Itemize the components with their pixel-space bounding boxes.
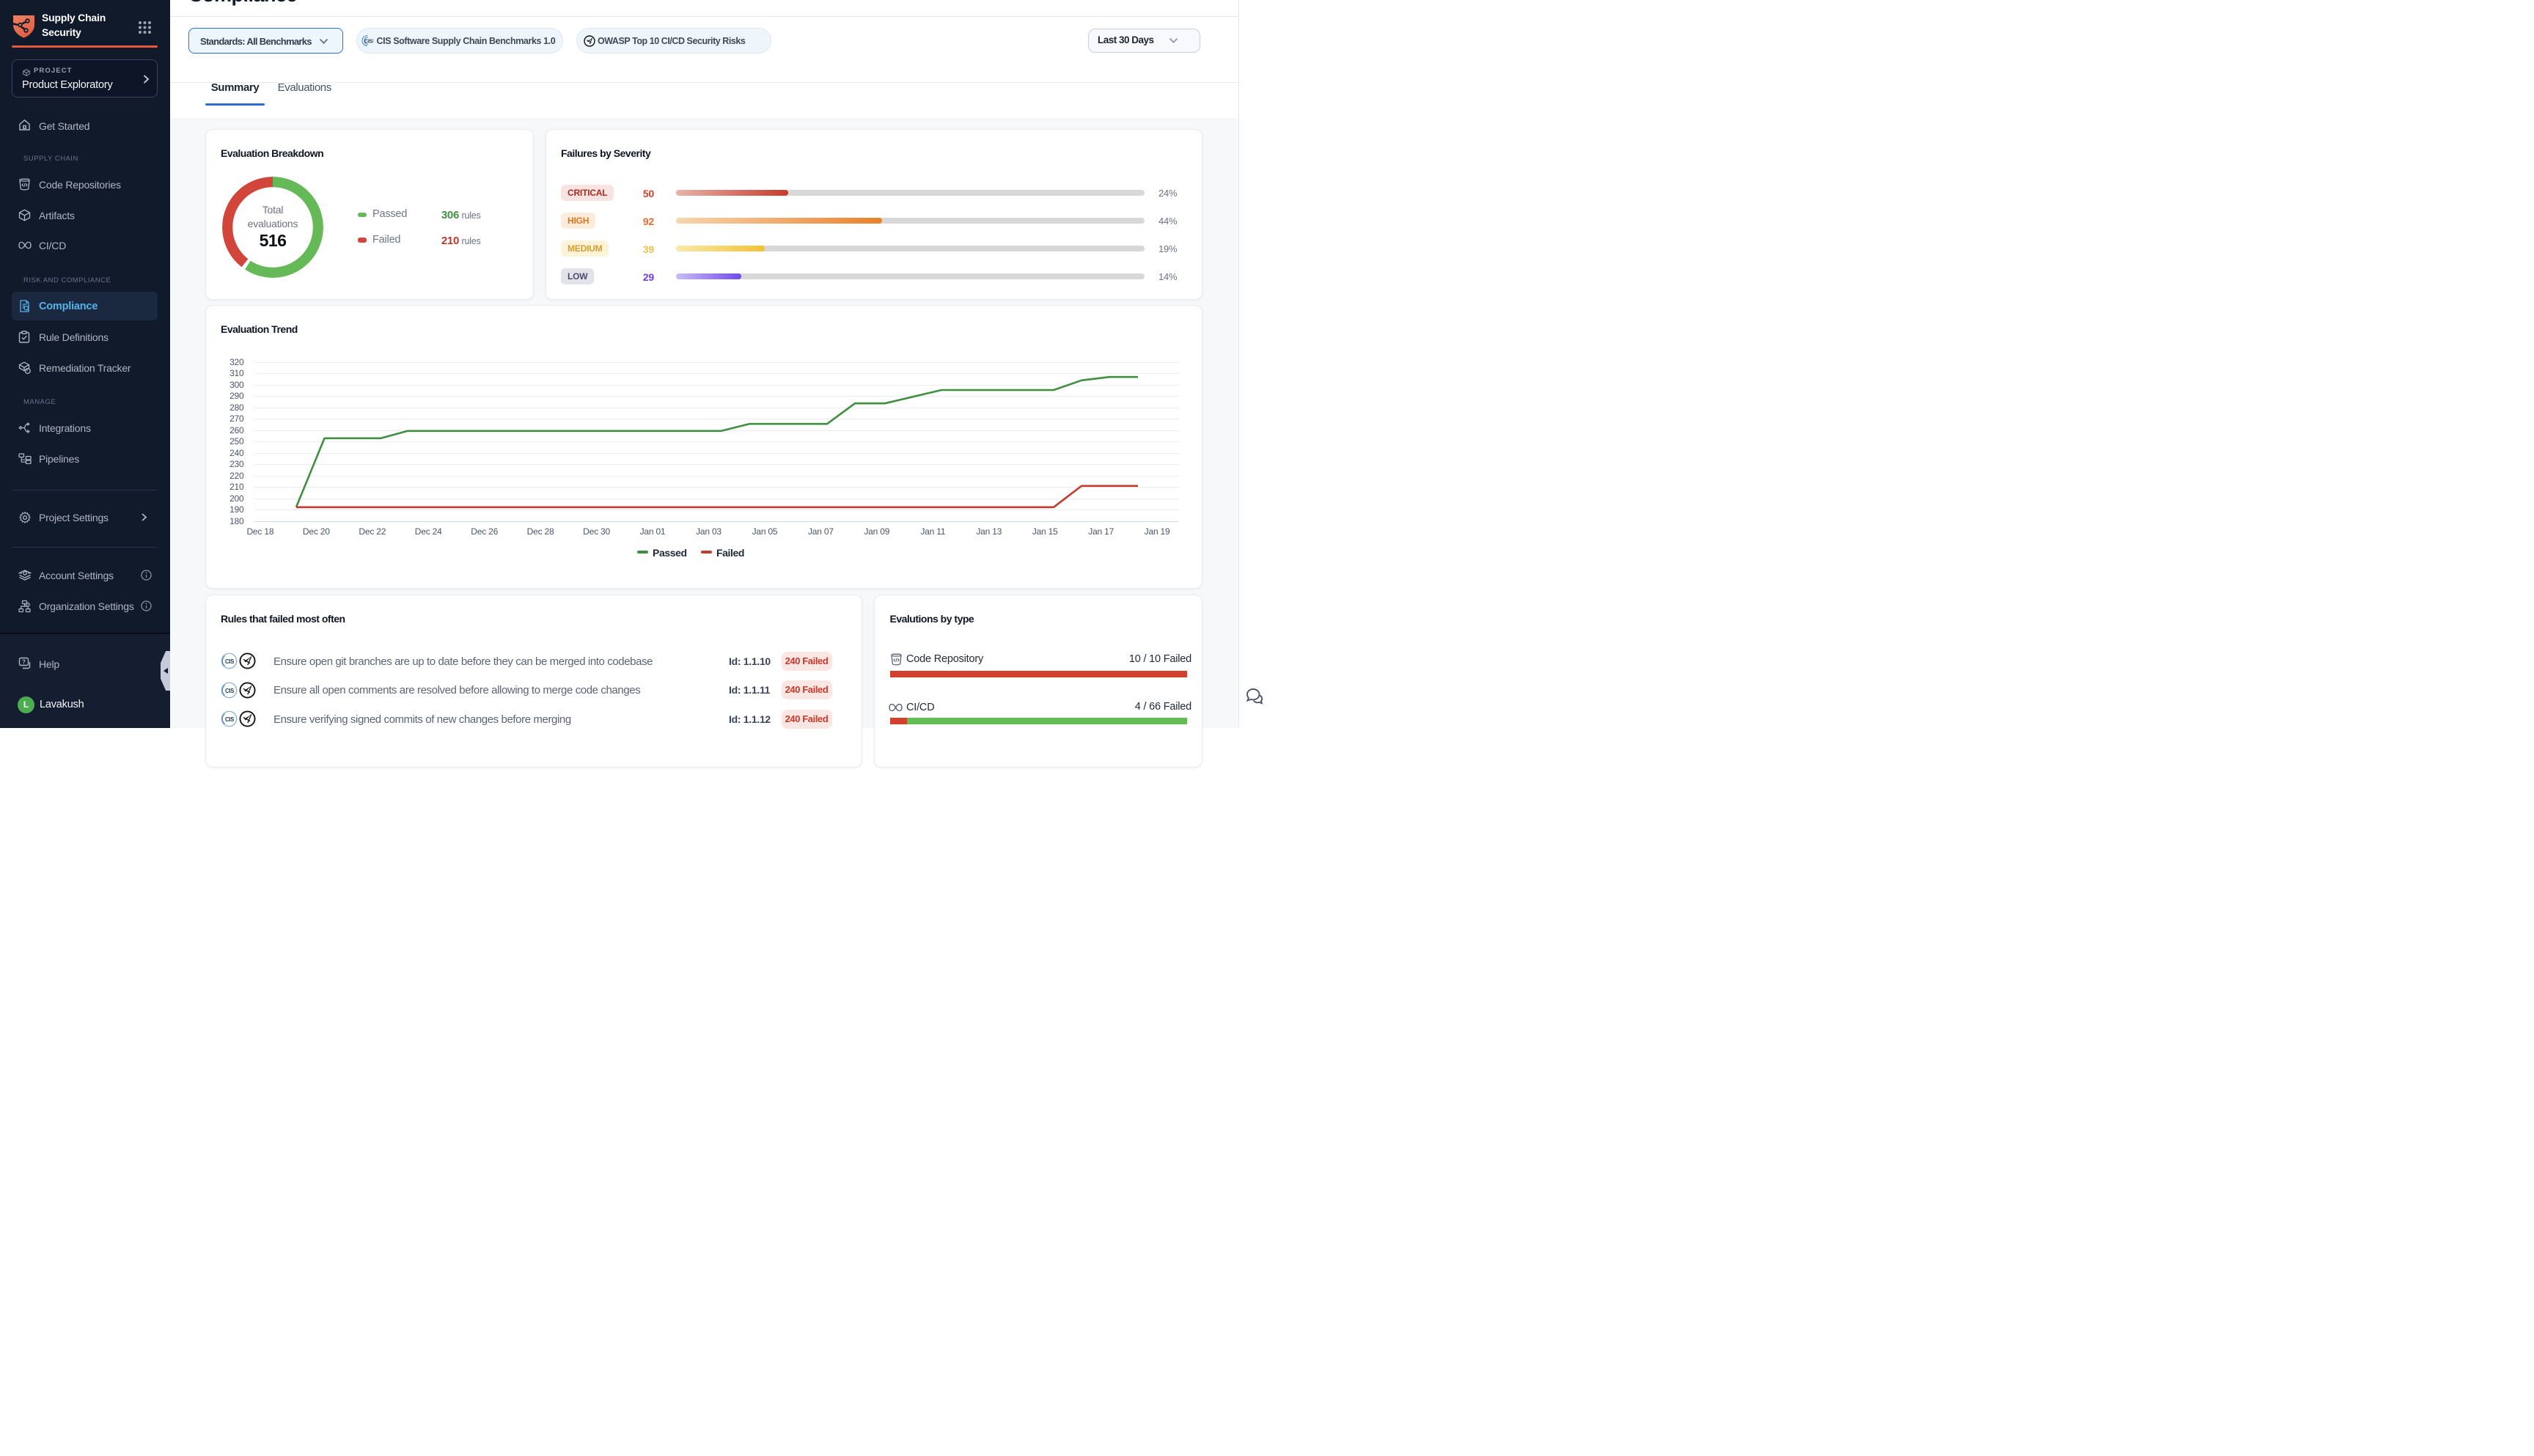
svg-text:?: ?	[22, 659, 26, 666]
svg-text:CIS: CIS	[225, 687, 234, 694]
svg-text:CIS: CIS	[364, 38, 373, 45]
svg-text:CIS: CIS	[225, 716, 234, 723]
svg-text:CIS: CIS	[225, 658, 234, 665]
